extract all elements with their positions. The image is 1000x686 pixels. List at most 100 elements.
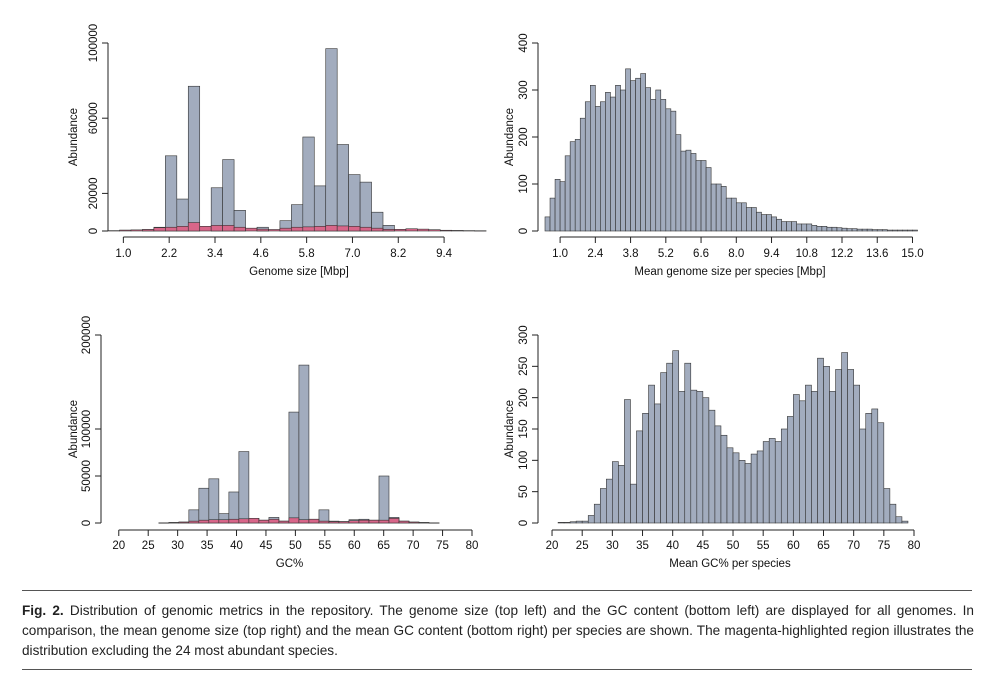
x-tick-label: 4.6 bbox=[253, 248, 269, 260]
x-tick-label: 45 bbox=[696, 540, 709, 552]
histogram-bar bbox=[640, 73, 646, 232]
histogram-bar bbox=[690, 153, 697, 232]
histogram-bar bbox=[348, 174, 361, 232]
histogram-bar bbox=[776, 218, 782, 232]
x-tick-label: 35 bbox=[201, 540, 214, 552]
histogram-bar bbox=[725, 197, 732, 232]
histogram-bar bbox=[279, 227, 292, 232]
histogram-bar bbox=[394, 229, 407, 232]
histogram-bar bbox=[871, 408, 879, 524]
histogram-bar bbox=[710, 183, 717, 232]
histogram-bar bbox=[768, 438, 776, 524]
histogram-bar bbox=[210, 225, 223, 232]
histogram-bar bbox=[685, 149, 692, 232]
histogram-bar bbox=[660, 372, 667, 524]
histogram-bar bbox=[336, 225, 349, 232]
histogram-bar bbox=[876, 229, 883, 232]
histogram-bar bbox=[606, 478, 613, 524]
histogram-bar bbox=[564, 155, 571, 232]
y-tick-label: 250 bbox=[518, 357, 530, 376]
x-tick-label: 75 bbox=[877, 540, 890, 552]
histogram-bar bbox=[302, 136, 315, 232]
histogram-bar bbox=[288, 517, 300, 524]
histogram-bar bbox=[575, 520, 583, 524]
x-tick-label: 35 bbox=[636, 540, 649, 552]
x-tick-label: 20 bbox=[546, 540, 559, 552]
histogram-bar bbox=[222, 225, 235, 232]
y-axis-label: Abundance bbox=[504, 400, 516, 458]
histogram-bar bbox=[620, 89, 626, 232]
caption-bottom-rule bbox=[22, 669, 972, 670]
histogram-bar bbox=[806, 223, 813, 232]
histogram-bar bbox=[298, 519, 310, 524]
histogram-bar bbox=[358, 519, 370, 524]
histogram-bar bbox=[208, 478, 220, 524]
histogram-bar bbox=[378, 519, 390, 524]
histogram-bar bbox=[672, 350, 680, 524]
x-tick-label: 60 bbox=[787, 540, 800, 552]
histogram-bar bbox=[851, 228, 858, 232]
x-tick-label: 12.2 bbox=[831, 248, 853, 260]
histogram-bar bbox=[791, 221, 797, 232]
histogram-bar bbox=[883, 488, 891, 524]
histogram-bar bbox=[599, 488, 607, 524]
histogram-bar bbox=[715, 183, 722, 232]
histogram-bar bbox=[408, 521, 420, 524]
y-tick-label: 100000 bbox=[88, 24, 100, 62]
histogram-bar bbox=[625, 68, 631, 232]
histogram-bar bbox=[268, 518, 280, 524]
histogram-bar bbox=[730, 197, 737, 232]
x-tick-label: 2.2 bbox=[161, 248, 177, 260]
histogram-bar bbox=[218, 519, 230, 524]
x-tick-label: 6.6 bbox=[693, 248, 709, 260]
x-tick-label: 5.2 bbox=[658, 248, 674, 260]
x-tick-label: 8.2 bbox=[390, 248, 406, 260]
histogram-bar bbox=[178, 521, 190, 524]
histogram-bar bbox=[720, 434, 728, 524]
histogram-bar bbox=[248, 517, 260, 524]
histogram-bar bbox=[557, 522, 565, 524]
x-tick-label: 50 bbox=[289, 540, 302, 552]
histogram-bar bbox=[636, 430, 643, 524]
histogram-bar bbox=[705, 167, 712, 232]
histogram-bar bbox=[738, 460, 746, 524]
histogram-bar bbox=[907, 229, 913, 232]
x-tick-label: 55 bbox=[318, 540, 331, 552]
histogram-bar bbox=[666, 362, 673, 524]
histogram-bar bbox=[897, 229, 903, 232]
histogram-bar bbox=[318, 520, 330, 524]
histogram-bar bbox=[780, 428, 788, 524]
histogram-bar bbox=[801, 223, 808, 232]
panel-mean-genome-size: 1.0 2.4 3.8 5.2 6.6 8.0 9.4 10.8 12.2 13.6 15.0 Mea… bbox=[504, 33, 924, 278]
x-tick-label: 1.0 bbox=[552, 248, 568, 260]
histogram-bar bbox=[359, 181, 372, 232]
y-tick-label: 200000 bbox=[81, 316, 93, 354]
histogram-bar bbox=[198, 487, 210, 524]
x-tick-label: 2.4 bbox=[587, 248, 604, 260]
histogram-bar bbox=[881, 229, 888, 232]
histogram-bar bbox=[302, 226, 315, 232]
histogram-bar bbox=[605, 92, 611, 232]
histogram-bar bbox=[655, 89, 662, 232]
histogram-bar bbox=[130, 229, 143, 232]
histogram-bar bbox=[208, 519, 220, 524]
histogram-bar bbox=[210, 187, 223, 232]
histogram-bar bbox=[726, 447, 734, 524]
histogram-bar bbox=[684, 362, 692, 524]
histogram-bar bbox=[308, 518, 320, 524]
histogram-bar bbox=[630, 80, 636, 232]
panel-gc-content: 20 25 30 35 40 45 50 55 60 65 70 75 80 GC% 0 50000 10000… bbox=[68, 316, 478, 570]
x-tick-label: 80 bbox=[908, 540, 921, 552]
histogram-bar bbox=[680, 150, 687, 232]
histogram-bar bbox=[902, 229, 908, 232]
histogram-bar bbox=[348, 226, 361, 232]
x-tick-label: 3.4 bbox=[207, 248, 224, 260]
y-tick-label: 100000 bbox=[81, 410, 93, 448]
x-tick-label: 60 bbox=[348, 540, 361, 552]
histogram-bar bbox=[841, 227, 848, 232]
histogram-bar bbox=[439, 229, 453, 232]
histogram-bar bbox=[348, 520, 360, 524]
histogram-bar bbox=[428, 229, 441, 232]
histogram-bar bbox=[708, 409, 716, 524]
y-tick-label: 300 bbox=[518, 80, 530, 99]
